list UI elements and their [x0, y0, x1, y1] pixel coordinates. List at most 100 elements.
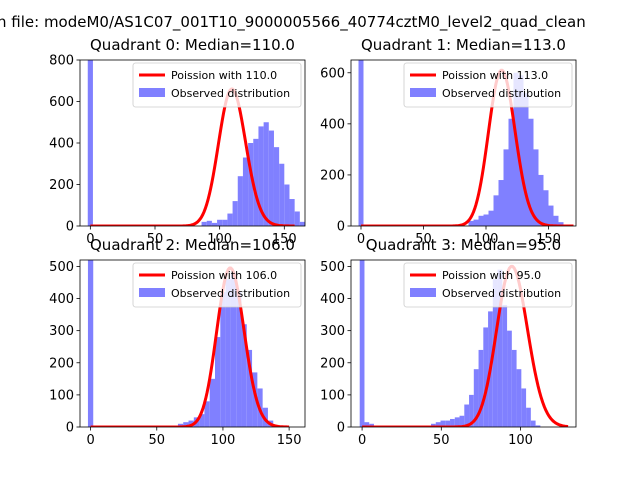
histogram-bar: [294, 211, 300, 226]
histogram-bar: [459, 415, 465, 427]
histogram-bar: [279, 163, 285, 226]
legend-frame: [403, 262, 573, 308]
y-tick-label: 100: [320, 388, 345, 403]
histogram-bar: [289, 199, 295, 226]
legend-poisson-label: Poission with 113.0: [442, 69, 548, 82]
panels-group: 0 50 100 150 0 200 400 600 800 Quadrant 0: Median…: [49, 36, 577, 448]
panel-title: Quadrant 0: Median=110.0: [90, 36, 295, 54]
x-tick-label: 0: [86, 232, 94, 247]
axes-frame: [79, 259, 306, 428]
histogram-bar: [492, 279, 498, 427]
x-tick-label: 100: [474, 232, 499, 247]
histogram-bar: [230, 272, 237, 427]
legend-observed-label: Observed distribution: [442, 87, 561, 100]
histogram-bar: [502, 304, 508, 427]
histogram-bar: [87, 60, 93, 226]
histogram-bar: [227, 213, 233, 226]
histogram-bar: [445, 420, 451, 427]
quadrant-1-panel: 0 50 100 150 0 200 400 600 Quadrant 1: Median=11…: [320, 36, 577, 247]
panel-title: Quadrant 3: Median=95.0: [366, 236, 561, 254]
y-tick-label: 100: [49, 388, 74, 403]
histogram-bar: [263, 122, 269, 226]
legend-poisson-label: Poission with 106.0: [171, 269, 277, 282]
y-tick-label: 500: [320, 260, 345, 275]
histogram-bar: [538, 174, 544, 226]
poisson-curve: [362, 264, 569, 427]
axes-frame: [350, 59, 577, 227]
y-tick-label: 0: [66, 220, 74, 235]
histogram-bar: [498, 180, 504, 226]
histogram-bar: [232, 201, 238, 226]
histogram-bar: [206, 220, 212, 226]
histogram-bars: [87, 60, 305, 226]
histogram-bar: [217, 219, 223, 226]
histogram-bar: [518, 75, 524, 226]
histogram-bar: [528, 118, 534, 226]
histogram-bar: [204, 401, 210, 427]
legend-poisson-label: Poission with 95.0: [442, 269, 541, 282]
histogram-bar: [508, 118, 514, 226]
histogram-bar: [201, 221, 207, 226]
legend-observed-label: Observed distribution: [442, 287, 561, 300]
y-tick-label: 200: [49, 356, 74, 371]
poisson-curve: [90, 87, 295, 226]
histogram-bar: [558, 222, 564, 226]
poisson-curve: [90, 266, 290, 427]
x-tick-label: 150: [272, 232, 297, 247]
histogram-bar: [236, 292, 242, 427]
histogram-bar: [473, 369, 479, 427]
histogram-bar: [268, 130, 274, 226]
y-tick-label: 800: [49, 54, 74, 69]
y-tick-label: 600: [49, 95, 74, 110]
legend-bar-swatch: [139, 88, 165, 97]
histogram-bars: [358, 60, 569, 226]
histogram-bar: [258, 126, 264, 226]
x-tick-label: 150: [277, 433, 302, 448]
histogram-bar: [469, 394, 474, 427]
histogram-bar: [273, 147, 280, 226]
figure-suptitle: n file: modeM0/AS1C07_001T10_9000005566_…: [0, 13, 586, 32]
y-tick-label: 200: [320, 356, 345, 371]
legend-observed-label: Observed distribution: [171, 287, 290, 300]
legend: Poission with 113.0 Observed distribution: [403, 62, 573, 108]
histogram-bar: [369, 423, 374, 427]
histogram-bar: [464, 404, 470, 427]
histogram-bar: [211, 222, 218, 226]
histogram-bar: [473, 219, 479, 226]
histogram-bar: [521, 388, 527, 427]
y-tick-label: 300: [320, 324, 345, 339]
legend-poisson-label: Poission with 110.0: [171, 69, 277, 82]
panel-title: Quadrant 2: Median=106.0: [90, 236, 295, 254]
panel-title: Quadrant 1: Median=113.0: [361, 36, 566, 54]
histogram-bar: [543, 190, 549, 226]
histogram-bar: [222, 219, 228, 226]
legend-observed-label: Observed distribution: [171, 87, 290, 100]
histogram-bar: [535, 425, 541, 427]
histogram-bar: [507, 330, 512, 427]
y-tick-label: 400: [49, 137, 74, 152]
histogram-bar: [454, 417, 460, 427]
x-tick-label: 100: [207, 232, 232, 247]
x-tick-label: 50: [147, 232, 164, 247]
histogram-bar: [209, 378, 215, 427]
histogram-bar: [468, 220, 474, 226]
legend: Poission with 95.0 Observed distribution: [403, 262, 573, 308]
histogram-bar: [199, 414, 205, 427]
histogram-bar: [488, 210, 494, 226]
histogram-bar: [493, 195, 499, 226]
legend: Poission with 106.0 Observed distribution: [132, 262, 302, 308]
histogram-bar: [242, 157, 249, 226]
x-tick-label: 100: [211, 433, 236, 448]
histogram-bar: [183, 422, 189, 427]
y-tick-label: 400: [49, 292, 74, 307]
histogram-bar: [237, 176, 243, 226]
histogram-bar: [548, 205, 554, 226]
histogram-bar: [483, 327, 489, 427]
histogram-bar: [364, 422, 370, 427]
histogram-bar: [497, 269, 503, 427]
histogram-bar: [241, 324, 247, 427]
legend-bar-swatch: [139, 288, 165, 297]
histogram-bar: [511, 349, 517, 427]
